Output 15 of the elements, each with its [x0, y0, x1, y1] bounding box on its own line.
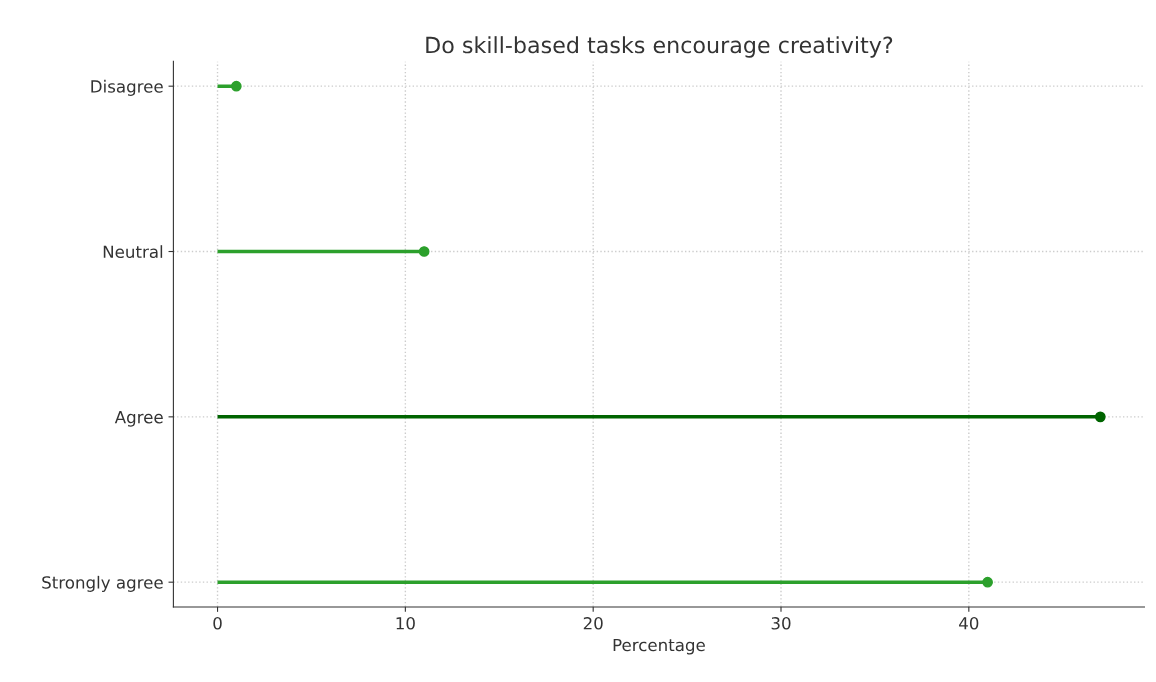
x-tick-label: 20 [583, 617, 603, 630]
x-tick-label: 0 [213, 617, 222, 630]
y-tick-label: Neutral [103, 245, 163, 259]
point [1094, 411, 1106, 423]
chart-title: Do skill-based tasks encourage creativity? [426, 36, 893, 58]
x-tick-label: 40 [959, 617, 979, 630]
x-axis-title: Percentage [613, 638, 705, 655]
y-tick-label: Disagree [91, 79, 163, 96]
x-tick-label: 30 [771, 617, 791, 630]
y-tick-label: Agree [114, 411, 163, 427]
point [982, 576, 993, 588]
x-tick-label: 10 [396, 617, 415, 630]
point [418, 246, 430, 257]
y-tick-label: Strongly agree [42, 575, 163, 592]
point [230, 80, 242, 92]
